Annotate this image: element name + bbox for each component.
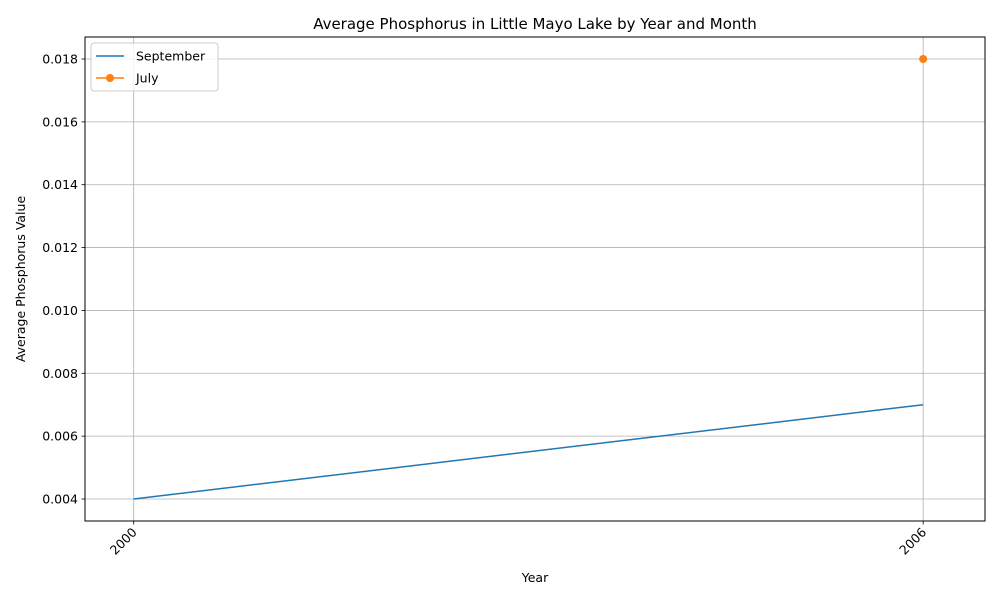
y-tick-label: 0.014 [42,177,78,192]
legend-marker-july [106,74,114,82]
legend-label-july: July [135,71,159,86]
y-tick-label: 0.018 [42,52,78,67]
data-point-july [919,55,928,63]
legend: September July [90,42,219,92]
legend-label-september: September [136,49,206,64]
y-tick-label: 0.016 [42,114,78,129]
y-tick-label: 0.010 [42,303,78,318]
legend-box [90,42,219,92]
y-tick-label: 0.006 [42,429,78,444]
series-line-september [133,403,924,500]
gridlines [85,37,985,521]
chart-title: Average Phosphorus in Little Mayo Lake b… [313,15,757,33]
plot-area-frame [84,36,986,522]
y-tick-label: 0.012 [42,240,78,255]
x-axis-label: Year [521,570,549,585]
plot-series [133,55,928,500]
y-axis-label: Average Phosphorus Value [13,196,28,363]
y-tick-label: 0.004 [42,492,78,507]
y-tick-label: 0.008 [42,366,78,381]
